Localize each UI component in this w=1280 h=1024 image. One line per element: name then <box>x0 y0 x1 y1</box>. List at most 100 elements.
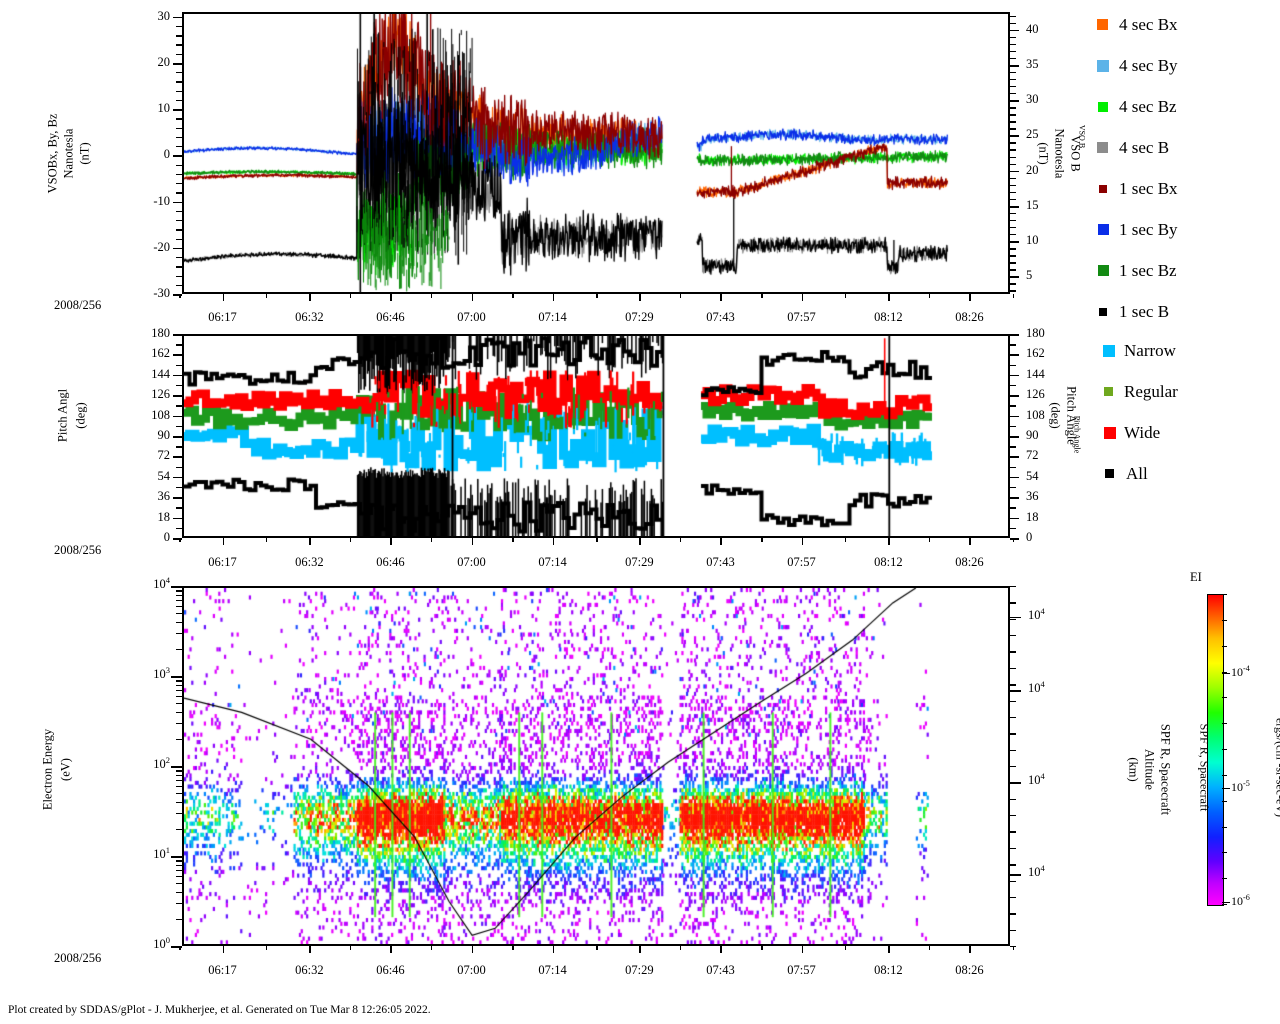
panel2-xtick-mark <box>888 538 890 545</box>
panel2-left-ytick-mark <box>173 436 182 438</box>
panel3-left-ytick-minor <box>176 891 182 894</box>
panel1-right-ytick-mark <box>1010 170 1019 173</box>
panel3-left-ytick-minor <box>176 633 182 635</box>
panel1-xtick-mark <box>801 294 804 301</box>
panel2-right-ytick-minor <box>1010 364 1016 366</box>
panel1-xtick-mark <box>969 294 971 301</box>
panel3-right-ytick-label: 104 <box>1028 679 1045 696</box>
panel2-xtick-mark <box>552 538 555 545</box>
panel1-xtick-label-0743: 07:43 <box>706 310 735 324</box>
panel2-xtick-minor <box>761 538 763 542</box>
legend-item-1-sec-bz[interactable]: 1 sec Bz <box>1098 262 1177 279</box>
panel1-left-ytick-minor <box>176 136 182 139</box>
legend-item-4-sec-bx[interactable]: 4 sec Bx <box>1097 16 1178 33</box>
panel1-right-ytick-label: 15 <box>1026 197 1039 212</box>
legend-swatch-icon <box>1104 387 1113 396</box>
panel2-left-ytick-mark <box>173 497 182 499</box>
legend-item-label: 1 sec B <box>1119 302 1170 321</box>
electron-energy-spectrogram-frame <box>182 586 1010 946</box>
panel3-left-ytick-minor <box>176 599 182 602</box>
panel3-xtick-mark <box>471 946 473 953</box>
legend-item-4-sec-b[interactable]: 4 sec B <box>1097 139 1169 156</box>
panel1-right-ytick-minor <box>1010 128 1016 130</box>
panel1-right-ytick-minor <box>1010 290 1016 292</box>
panel3-right-ytick-minor <box>1010 635 1016 637</box>
panel3-xtick-minor <box>679 946 682 950</box>
panel1-left-ytick-minor <box>176 220 182 222</box>
legend-item-label: 4 sec By <box>1119 56 1178 75</box>
panel2-left-ytick-mark <box>173 334 182 336</box>
legend-group-label-vso-b: VSO B <box>1077 124 1087 149</box>
legend-item-1-sec-bx[interactable]: 1 sec Bx <box>1099 180 1178 197</box>
panel3-left-ytick-minor <box>176 711 182 714</box>
legend-item-1-sec-b[interactable]: 1 sec B <box>1099 303 1169 320</box>
panel3-right-ytick-minor <box>1010 716 1016 719</box>
panel3-xtick-minor <box>844 946 847 950</box>
panel3-xtick-label-0826: 08:26 <box>955 963 984 977</box>
panel2-xtick-label-0632: 06:32 <box>295 555 324 569</box>
panel1-left-ytick-minor <box>176 99 182 102</box>
panel3-right-ytick-minor <box>1010 602 1016 604</box>
panel3-left-ytick-mark <box>171 676 182 678</box>
legend-swatch-icon <box>1097 59 1109 72</box>
panel2-left-ytick-label: 126 <box>151 387 170 402</box>
panel3-left-ytick-minor <box>176 680 182 682</box>
panel3-xtick-minor <box>512 946 514 950</box>
panel1-left-ytick-label: 0 <box>163 147 170 162</box>
panel1-right-ytick-minor <box>1010 121 1016 123</box>
panel1-xtick-label-0632: 06:32 <box>295 310 324 324</box>
legend-item-narrow[interactable]: Narrow <box>1103 342 1176 359</box>
panel3-right-ytick-minor <box>1010 831 1016 833</box>
panel1-xtick-label-0757: 07:57 <box>787 310 816 324</box>
panel2-right-ytick-label: 72 <box>1026 448 1039 463</box>
legend-item-wide[interactable]: Wide <box>1104 424 1160 441</box>
panel1-left-ytick-mark <box>173 16 182 19</box>
colorbar-major-tick <box>1222 673 1230 675</box>
panel2-xtick-mark <box>471 538 473 545</box>
panel1-xtick-label-0646: 06:46 <box>376 310 405 324</box>
panel1-right-ytick-mark <box>1010 205 1019 208</box>
legend-item-1-sec-by[interactable]: 1 sec By <box>1098 221 1178 238</box>
panel3-right-ytick-minor <box>1010 913 1016 915</box>
panel3-left-ytick-label: 103 <box>153 664 170 681</box>
legend-item-4-sec-bz[interactable]: 4 sec Bz <box>1098 98 1177 115</box>
legend-swatch-icon <box>1099 184 1107 193</box>
panel3-right-ytick-minor <box>1010 946 1016 948</box>
panel1-right-ytick-minor <box>1010 93 1016 95</box>
panel3-left-ytick-minor <box>176 875 182 878</box>
panel2-left-ytick-label: 180 <box>151 326 170 340</box>
legend-item-regular[interactable]: Regular <box>1104 383 1178 400</box>
panel2-right-ytick-minor <box>1010 425 1016 428</box>
panel1-left-ytick-minor <box>176 53 182 55</box>
panel1-left-ytick-minor <box>176 118 182 120</box>
panel1-right-ytick-label: 30 <box>1026 92 1039 107</box>
panel2-right-ytick-mark <box>1010 436 1019 438</box>
legend-item-4-sec-by[interactable]: 4 sec By <box>1097 57 1178 74</box>
panel3-left-ytick-minor <box>176 813 182 815</box>
panel3-xtick-minor <box>349 946 352 950</box>
panel3-left-ytick-minor <box>176 689 182 692</box>
panel3-left-ytick-minor <box>176 903 182 905</box>
panel3-xtick-label-0617: 06:17 <box>208 963 237 977</box>
panel3-xtick-mark <box>390 946 392 953</box>
panel1-xtick-mark <box>309 294 311 301</box>
panel1-xtick-minor <box>512 294 514 298</box>
panel1-left-ytick-mark <box>173 247 182 250</box>
panel2-right-ytick-mark <box>1010 374 1019 377</box>
panel1-right-ytick-minor <box>1010 212 1016 215</box>
panel2-right-ytick-mark <box>1010 354 1019 357</box>
panel3-right-ytick-minor <box>1010 896 1016 899</box>
panel1-right-ytick-label: 40 <box>1026 21 1039 36</box>
panel2-left-ytick-label: 72 <box>157 448 171 463</box>
panel1-xtick-minor <box>761 294 763 298</box>
legend-item-label: All <box>1126 464 1148 483</box>
colorbar-tick-mark <box>1222 904 1227 905</box>
colorbar-major-tick <box>1222 902 1230 904</box>
panel3-left-ytick-minor <box>176 883 182 885</box>
panel3-right-ytick-minor <box>1010 733 1016 735</box>
panel2-right-ytick-minor <box>1010 344 1016 346</box>
panel1-right-ytick-minor <box>1010 156 1016 158</box>
panel1-xtick-minor <box>844 294 847 298</box>
panel3-xtick-minor <box>1012 946 1015 950</box>
legend-item-all[interactable]: All <box>1105 465 1148 482</box>
